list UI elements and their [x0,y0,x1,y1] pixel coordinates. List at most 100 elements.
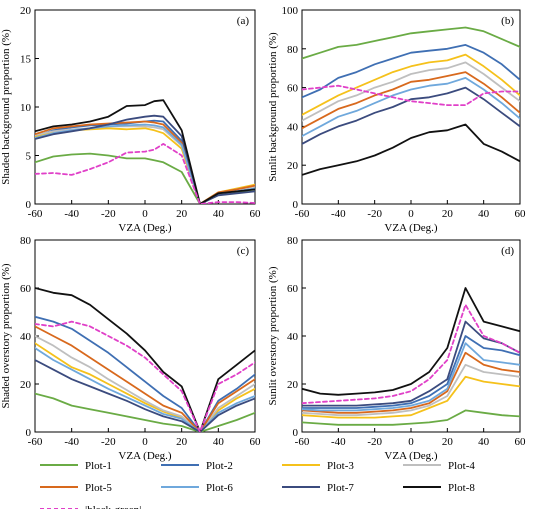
x-tick-label: 20 [442,436,454,448]
series-line-plot-8 [35,99,255,204]
y-tick-label: 80 [287,44,299,56]
panel-a: -60 -40 -20 0 20 40 60 0 5 10 15 20 VZA (Deg.) Shaded… [0,5,261,234]
y-tick-label: 0 [26,199,32,211]
series-line-plot-5 [35,120,255,204]
series-line-black-green [302,303,520,405]
panel-label: (b) [501,15,514,27]
x-tick-label: 60 [250,208,262,220]
legend-item: |black-green| [40,504,141,509]
panel-label: (c) [237,245,250,257]
legend-item: Plot-3 [282,460,354,472]
y-tick-label: 80 [287,235,299,247]
series-line-plot-8 [302,123,520,176]
y-tick-label: 0 [293,427,299,439]
y-tick-label: 40 [287,331,299,343]
x-tick-label: 40 [478,208,490,220]
panel-b: -60 -40 -20 0 20 40 60 0 20 40 60 80 100 VZA (Deg.) Su… [267,5,526,234]
series-line-plot-5 [302,71,520,130]
x-tick-label: -40 [331,208,346,220]
x-tick-label: 60 [515,436,527,448]
series-line-plot-6 [35,347,255,432]
y-axis-label: Sunlit overstory proportion (%) [267,266,279,405]
x-tick-label: -20 [101,208,116,220]
x-tick-label: 60 [515,208,527,220]
legend-label: Plot-7 [327,482,354,494]
x-tick-label: -60 [28,436,43,448]
x-axis-label: VZA (Deg.) [118,450,171,462]
y-tick-label: 40 [20,331,32,343]
y-axis-label: Sunlit background proportion (%) [267,32,279,182]
series-line-plot-1 [302,409,520,426]
series-line-plot-7 [35,359,255,432]
plot-frame [301,9,521,205]
y-tick-label: 20 [20,5,32,17]
x-tick-label: -40 [331,436,346,448]
legend-item: Plot-7 [282,482,354,494]
x-axis-label: VZA (Deg.) [118,222,171,234]
series-line-black-green [35,320,255,432]
y-tick-label: 0 [293,199,299,211]
legend-label: Plot-2 [206,460,233,472]
y-tick-label: 100 [282,5,299,17]
y-tick-label: 60 [287,83,299,95]
x-tick-label: 40 [213,208,225,220]
series-line-black-green [35,142,255,204]
series-line-plot-6 [302,342,520,412]
legend-label: Plot-1 [85,460,112,472]
legend-label: |black-green| [85,504,141,509]
series-line-plot-4 [302,363,520,417]
series-line-plot-2 [302,44,520,99]
x-tick-label: -20 [367,208,382,220]
series-line-black-green [302,84,520,106]
panel-label: (a) [237,15,250,27]
series-line-plot-4 [35,335,255,432]
legend-item: Plot-2 [161,460,233,472]
legend-label: Plot-8 [448,482,475,494]
series-line-plot-2 [35,315,255,432]
x-tick-label: 0 [408,436,414,448]
plot-frame [34,9,256,205]
legend: Plot-1 Plot-2 Plot-3 Plot-4 Plot-5 Plot-6 Plot… [40,460,475,509]
x-tick-label: 0 [142,208,148,220]
series-line-plot-8 [302,287,520,396]
legend-item: Plot-5 [40,482,112,494]
series-line-plot-4 [302,61,520,122]
series-line-plot-3 [302,375,520,419]
legend-label: Plot-3 [327,460,354,472]
x-tick-label: 60 [250,436,262,448]
series-line-plot-2 [302,335,520,409]
y-tick-label: 15 [20,54,32,66]
series-line-plot-1 [35,152,255,204]
x-tick-label: -20 [367,436,382,448]
x-tick-label: -60 [295,208,310,220]
legend-item: Plot-8 [403,482,475,494]
series-line-plot-1 [302,26,520,60]
x-tick-label: 40 [213,436,225,448]
panel-d: -60 -40 -20 0 20 40 60 0 20 40 60 80 VZA (Deg.) Sunli… [267,235,526,462]
series-line-plot-1 [35,392,255,432]
series-line-plot-7 [302,86,520,145]
x-tick-label: 0 [142,436,148,448]
series-line-plot-3 [35,342,255,432]
y-tick-label: 20 [287,379,299,391]
legend-item: Plot-1 [40,460,112,472]
y-tick-label: 80 [20,235,32,247]
x-tick-label: 20 [442,208,454,220]
legend-item: Plot-6 [161,482,233,494]
y-tick-label: 0 [26,427,32,439]
y-axis-label: Shaded overstory proportion (%) [0,263,12,408]
x-tick-label: -60 [295,436,310,448]
y-tick-label: 10 [20,102,32,114]
legend-item: Plot-4 [403,460,475,472]
x-tick-label: 20 [176,436,188,448]
panel-c: -60 -40 -20 0 20 40 60 0 20 40 60 80 VZA (Deg.) Shade… [0,235,261,462]
x-axis-label: VZA (Deg.) [384,222,437,234]
series-line-plot-5 [35,325,255,432]
y-tick-label: 60 [287,283,299,295]
panel-label: (d) [501,245,514,257]
x-tick-label: -40 [64,208,79,220]
y-axis-label: Shaded background proportion (%) [0,29,12,185]
x-tick-label: -60 [28,208,43,220]
y-tick-label: 20 [20,379,32,391]
